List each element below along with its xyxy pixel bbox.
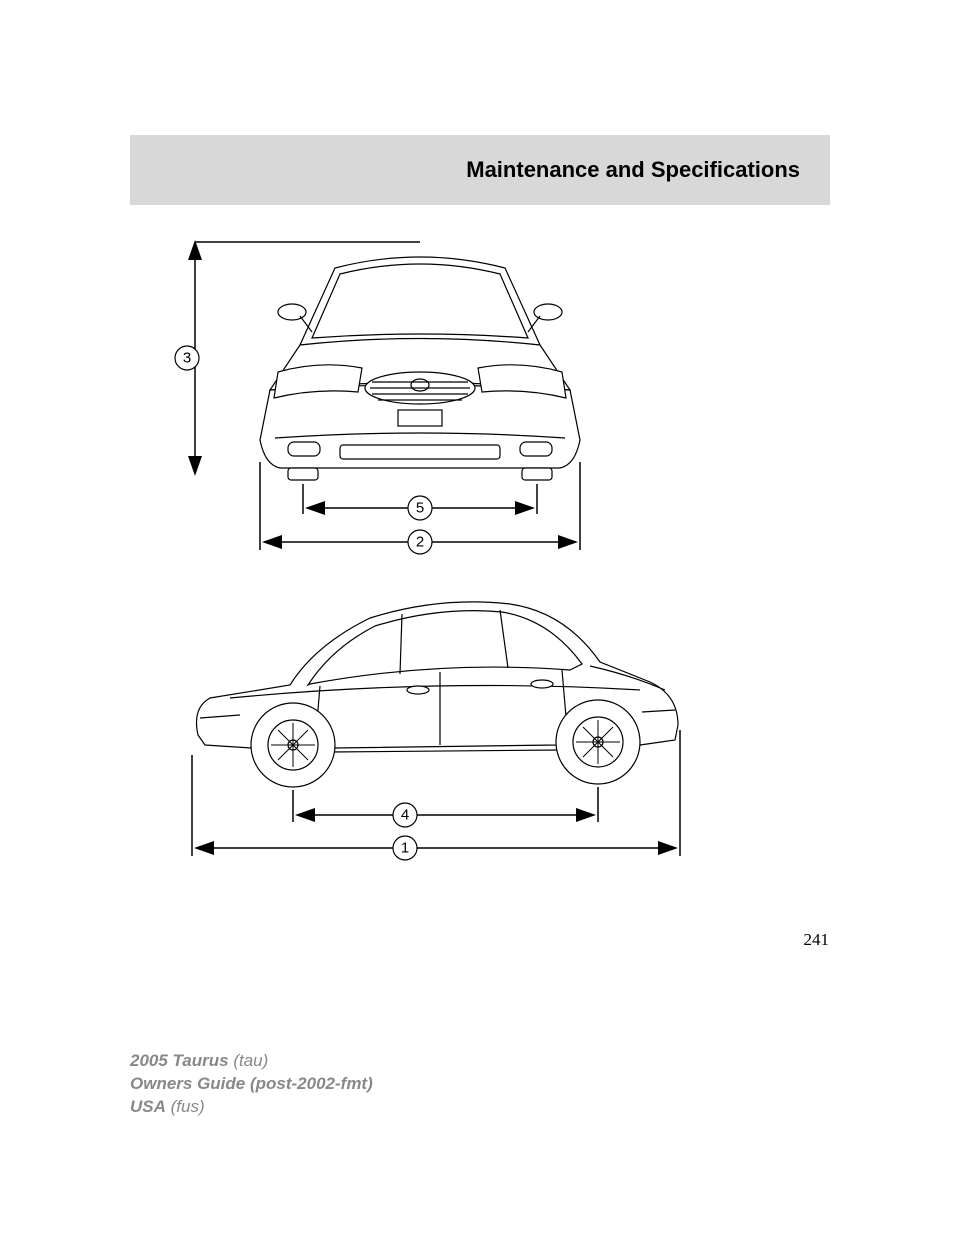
dim-label-4: 4 — [401, 807, 409, 824]
section-title: Maintenance and Specifications — [466, 157, 800, 183]
document-footer: 2005 Taurus (tau) Owners Guide (post-200… — [130, 1050, 373, 1119]
page-number: 241 — [804, 930, 830, 950]
side-view-group: 4 1 — [192, 602, 680, 860]
footer-guide: Owners Guide (post-2002-fmt) — [130, 1074, 373, 1093]
footer-vehicle: 2005 Taurus — [130, 1051, 229, 1070]
dim-label-3: 3 — [183, 350, 191, 367]
section-header-band: Maintenance and Specifications — [130, 135, 830, 205]
footer-vehicle-code: (tau) — [233, 1051, 268, 1070]
front-view-group: 3 — [175, 240, 580, 554]
dim-label-2: 2 — [416, 534, 424, 551]
footer-region-code: (fus) — [171, 1097, 205, 1116]
dim-label-1: 1 — [401, 840, 409, 857]
dim-label-5: 5 — [416, 500, 424, 517]
footer-region: USA — [130, 1097, 166, 1116]
vehicle-dimension-diagrams: 3 — [130, 230, 830, 880]
